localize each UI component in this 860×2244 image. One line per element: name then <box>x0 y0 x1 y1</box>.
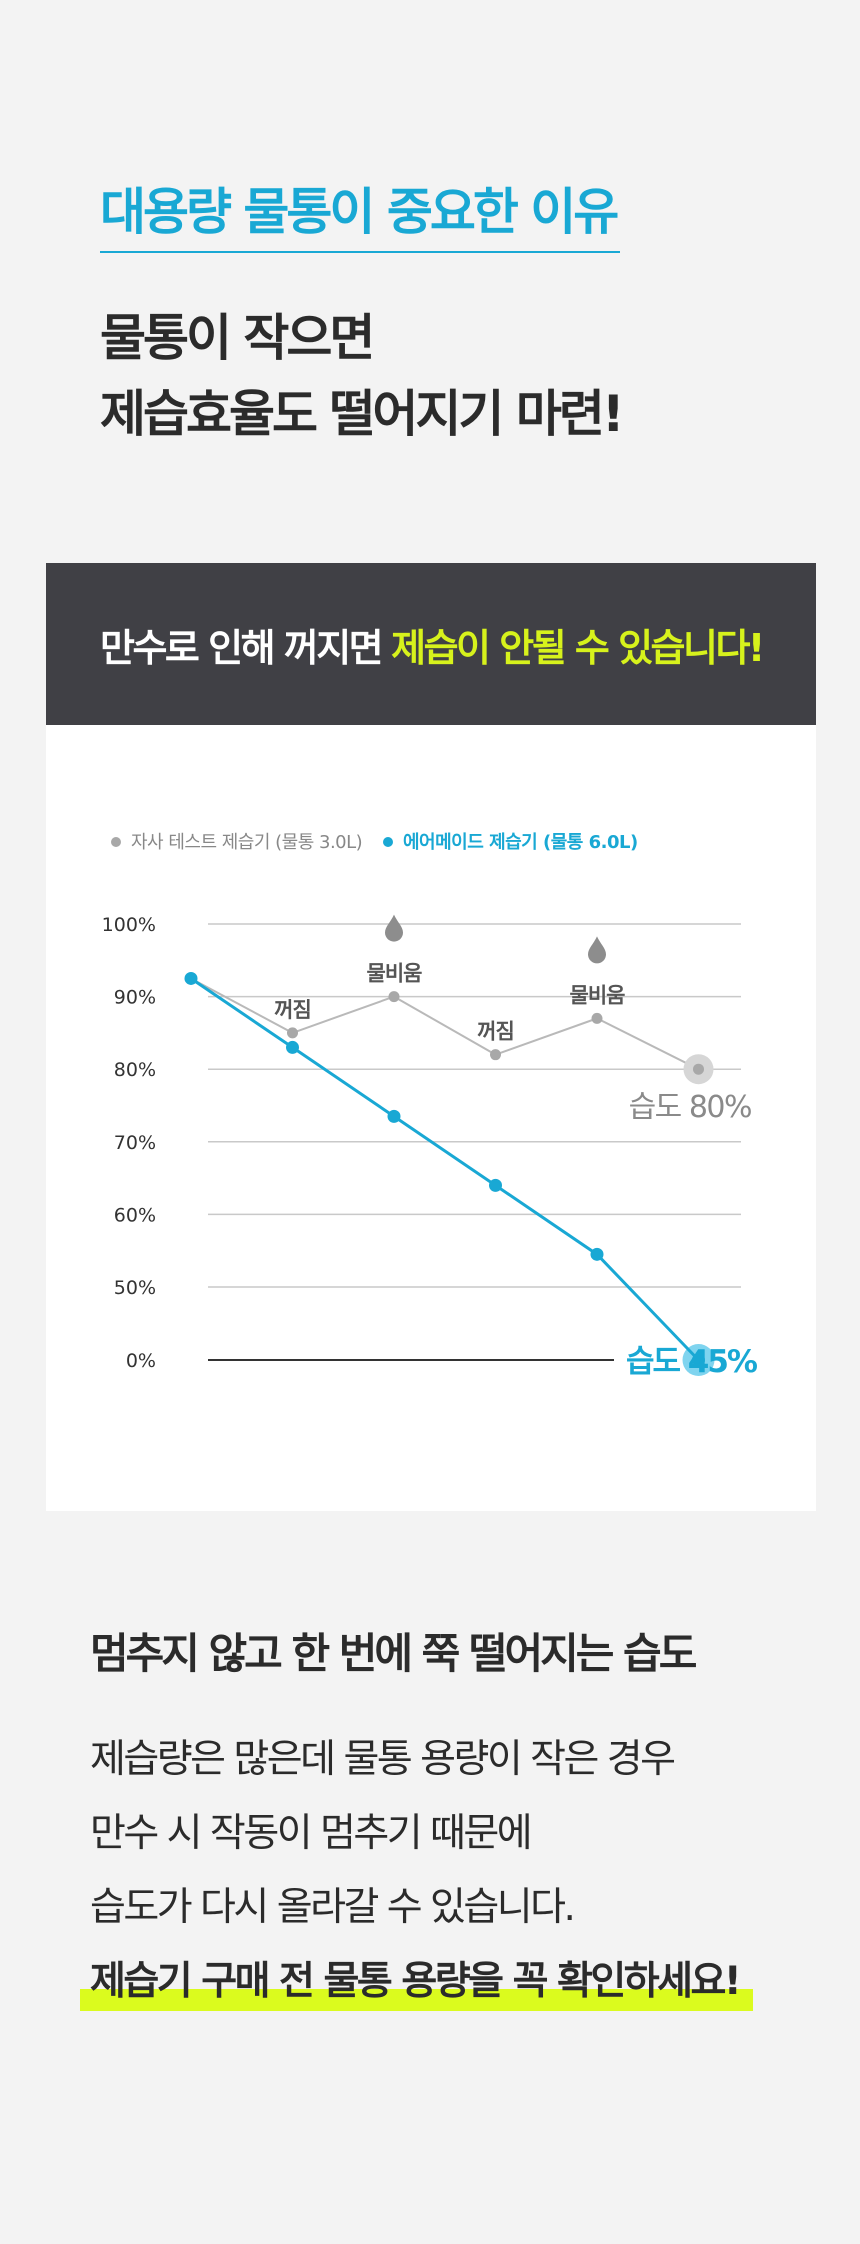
section-title: 대용량 물통이 중요한 이유 <box>100 183 619 241</box>
annotation-label: 물비움 <box>570 983 626 1007</box>
body-line-2: 만수 시 작동이 멈추기 때문에 <box>90 1811 533 1856</box>
y-tick-label: 80% <box>114 1059 156 1081</box>
headline-line-1: 물통이 작으면 <box>100 309 375 367</box>
headline-line-2: 제습효율도 떨어지기 마련! <box>100 385 625 443</box>
water-drop-icon <box>588 936 606 964</box>
data-point-gray <box>388 991 400 1003</box>
body-text: 제습량은 많은데 물통 용량이 작은 경우 만수 시 작동이 멈추기 때문에 습… <box>80 1723 754 2019</box>
data-point-blue <box>489 1178 502 1192</box>
sub-title: 멈추지 않고 한 번에 쭉 떨어지는 습도 <box>90 1629 697 1678</box>
data-point-gray <box>693 1063 704 1075</box>
data-point-blue <box>184 971 198 985</box>
data-point-blue <box>590 1247 604 1261</box>
legend-label-blue: 에어메이드 제습기 (물통 6.0L) <box>403 832 638 853</box>
emphasis-text: 제습기 구매 전 물통 용량을 꼭 확인하세요! <box>90 1959 742 2004</box>
annotation-label: 물비움 <box>367 962 423 986</box>
emphasis-wrap: 제습기 구매 전 물통 용량을 꼭 확인하세요! <box>80 1945 754 2019</box>
legend-marker-gray <box>111 837 121 847</box>
headline: 물통이 작으면 제습효율도 떨어지기 마련! <box>100 300 625 452</box>
banner-highlight: 제습이 안될 수 있습니다! <box>391 625 765 670</box>
section-title-underline <box>100 251 620 253</box>
body-line-emphasis: 제습기 구매 전 물통 용량을 꼭 확인하세요! <box>80 1945 754 2019</box>
banner-text: 만수로 인해 꺼지면 <box>100 625 384 670</box>
emphasis-highlight-bar <box>80 1989 754 2011</box>
chart-card: 만수로 인해 꺼지면 제습이 안될 수 있습니다! 100% 90% 80% 70% 6… <box>46 563 816 1511</box>
series-line-gray <box>190 977 699 1071</box>
end-label-gray: 습도 80% <box>629 1090 751 1125</box>
legend-label-gray: 자사 테스트 제습기 (물통 3.0L) <box>131 832 362 853</box>
humidity-chart: 100% 90% 80% 70% 60% 50% 0% 자사 테스트 제습기 (물통 3.0L… <box>102 832 760 1380</box>
annotation-label: 꺼짐 <box>274 998 311 1022</box>
y-tick-label: 70% <box>114 1132 156 1154</box>
data-point-blue <box>387 1109 401 1123</box>
y-tick-label: 60% <box>114 1204 156 1226</box>
series-line-blue <box>190 977 700 1362</box>
data-point-gray <box>287 1027 298 1039</box>
y-tick-label: 90% <box>114 987 156 1009</box>
data-point-gray <box>591 1012 603 1024</box>
water-drop-icon <box>385 914 403 942</box>
annotation-label: 꺼짐 <box>477 1020 514 1044</box>
chart-banner: 만수로 인해 꺼지면 제습이 안될 수 있습니다! <box>46 563 816 725</box>
legend-marker-blue <box>383 837 393 847</box>
end-label-blue: 습도 45% <box>626 1344 758 1380</box>
data-point-blue <box>692 1353 705 1367</box>
y-tick-label: 50% <box>114 1277 156 1299</box>
data-point-gray <box>490 1049 501 1061</box>
body-line-1: 제습량은 많은데 물통 용량이 작은 경우 <box>90 1737 676 1782</box>
y-tick-label: 100% <box>102 914 156 936</box>
body-line-3: 습도가 다시 올라갈 수 있습니다. <box>90 1885 576 1930</box>
data-point-blue <box>286 1040 299 1054</box>
y-tick-label: 0% <box>126 1350 156 1372</box>
